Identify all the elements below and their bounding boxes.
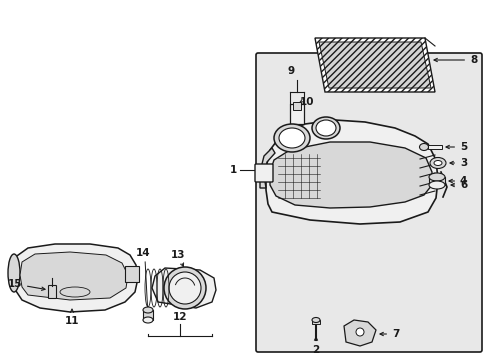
Polygon shape: [20, 252, 128, 300]
Ellipse shape: [169, 272, 201, 304]
Ellipse shape: [8, 254, 20, 292]
Ellipse shape: [428, 173, 444, 181]
Text: 3: 3: [449, 158, 467, 168]
Polygon shape: [10, 244, 138, 312]
Text: 13: 13: [170, 250, 185, 260]
Text: 6: 6: [450, 180, 467, 190]
Polygon shape: [152, 268, 216, 308]
Bar: [125, 266, 139, 282]
Polygon shape: [314, 38, 434, 92]
Ellipse shape: [428, 181, 444, 189]
Bar: [289, 104, 304, 124]
Polygon shape: [318, 42, 430, 88]
Bar: [428, 177, 444, 185]
Polygon shape: [265, 120, 437, 224]
Text: 2: 2: [312, 345, 319, 355]
Polygon shape: [343, 320, 375, 346]
Ellipse shape: [419, 144, 427, 150]
FancyBboxPatch shape: [48, 285, 57, 298]
FancyBboxPatch shape: [256, 53, 481, 352]
Ellipse shape: [433, 161, 441, 166]
FancyBboxPatch shape: [254, 164, 272, 182]
Ellipse shape: [142, 317, 153, 323]
Text: 15: 15: [7, 279, 45, 291]
Polygon shape: [269, 142, 431, 208]
Ellipse shape: [429, 158, 445, 168]
Text: 5: 5: [445, 142, 467, 152]
Bar: [427, 145, 441, 149]
Text: 10: 10: [299, 97, 314, 107]
Text: 11: 11: [64, 316, 79, 326]
Text: 4: 4: [448, 176, 467, 186]
Text: 1: 1: [229, 165, 237, 175]
Text: 9: 9: [287, 66, 294, 76]
Ellipse shape: [163, 267, 205, 309]
Text: 7: 7: [379, 329, 399, 339]
Ellipse shape: [142, 307, 153, 313]
Ellipse shape: [311, 318, 319, 323]
Bar: [142, 310, 153, 320]
Text: 14: 14: [135, 248, 150, 258]
Bar: [292, 102, 301, 110]
Ellipse shape: [315, 120, 335, 136]
Text: 12: 12: [172, 312, 187, 322]
Bar: [311, 320, 319, 324]
Ellipse shape: [311, 117, 339, 139]
Ellipse shape: [279, 128, 305, 148]
Ellipse shape: [355, 328, 363, 336]
Polygon shape: [260, 148, 274, 188]
Text: 8: 8: [433, 55, 476, 65]
Ellipse shape: [273, 124, 309, 152]
